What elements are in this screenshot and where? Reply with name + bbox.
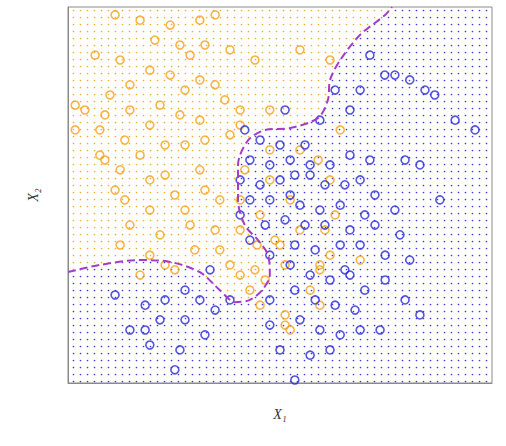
svg-text:X₂: X₂ xyxy=(26,188,41,203)
svg-text:X₁: X₁ xyxy=(272,407,286,422)
